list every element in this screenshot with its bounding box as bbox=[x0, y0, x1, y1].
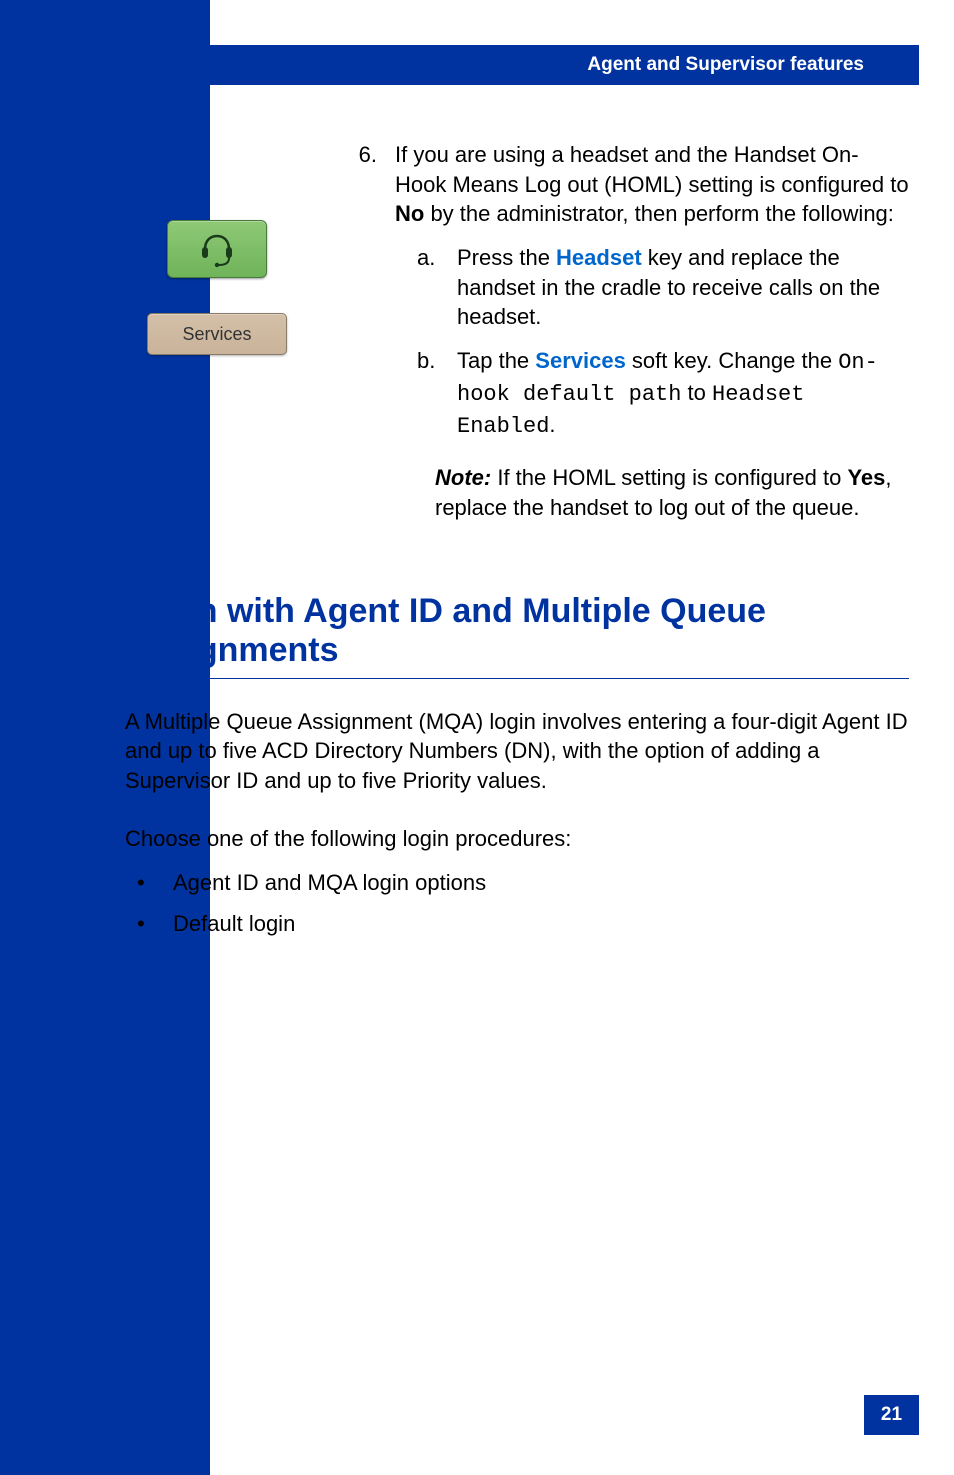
b-key: Services bbox=[535, 348, 626, 373]
services-button-illustration: Services bbox=[147, 313, 287, 355]
b-end: . bbox=[549, 412, 555, 437]
step6-no: No bbox=[395, 201, 424, 226]
substep-b-body: Tap the Services soft key. Change the On… bbox=[457, 346, 909, 441]
page-number-box: 21 bbox=[864, 1395, 919, 1435]
heading-underline bbox=[125, 678, 909, 679]
step-number: 6. bbox=[355, 140, 377, 523]
note-pre: If the HOML setting is configured to bbox=[491, 465, 847, 490]
step-body: If you are using a headset and the Hands… bbox=[395, 140, 909, 523]
page-header-title: Agent and Supervisor features bbox=[587, 54, 864, 76]
substep-a-marker: a. bbox=[417, 243, 439, 332]
page-header-bar: Agent and Supervisor features bbox=[210, 45, 919, 85]
section-heading: Login with Agent ID and Multiple Queue A… bbox=[125, 592, 909, 670]
page-content: Services 6. If you are using a headset a… bbox=[125, 140, 909, 948]
services-button-label: Services bbox=[182, 324, 251, 345]
section-para-1: A Multiple Queue Assignment (MQA) login … bbox=[125, 707, 909, 796]
substep-b-marker: b. bbox=[417, 346, 439, 441]
list-item: Agent ID and MQA login options bbox=[125, 866, 909, 899]
b-pre: Tap the bbox=[457, 348, 535, 373]
note-yes: Yes bbox=[847, 465, 885, 490]
b-mid: soft key. Change the bbox=[626, 348, 838, 373]
substep-a: a. Press the Headset key and replace the… bbox=[417, 243, 909, 332]
substep-a-body: Press the Headset key and replace the ha… bbox=[457, 243, 909, 332]
headset-icon bbox=[197, 229, 237, 269]
step-6-row: Services 6. If you are using a headset a… bbox=[125, 140, 909, 537]
substep-b: b. Tap the Services soft key. Change the… bbox=[417, 346, 909, 441]
a-pre: Press the bbox=[457, 245, 556, 270]
section-para-2: Choose one of the following login proced… bbox=[125, 824, 909, 854]
list-item-6: 6. If you are using a headset and the Ha… bbox=[355, 140, 909, 523]
a-key: Headset bbox=[556, 245, 642, 270]
b-to: to bbox=[681, 380, 712, 405]
step6-intro-pre: If you are using a headset and the Hands… bbox=[395, 142, 909, 197]
step6-intro-post: by the administrator, then perform the f… bbox=[424, 201, 894, 226]
step-6-text: 6. If you are using a headset and the Ha… bbox=[355, 140, 909, 537]
button-illustration-column: Services bbox=[125, 140, 335, 355]
headset-button-illustration bbox=[167, 220, 267, 278]
page-number: 21 bbox=[881, 1404, 902, 1426]
note-label: Note: bbox=[435, 465, 491, 490]
note-block: Note: If the HOML setting is configured … bbox=[435, 463, 909, 522]
list-item: Default login bbox=[125, 907, 909, 940]
login-procedure-list: Agent ID and MQA login options Default l… bbox=[125, 866, 909, 940]
